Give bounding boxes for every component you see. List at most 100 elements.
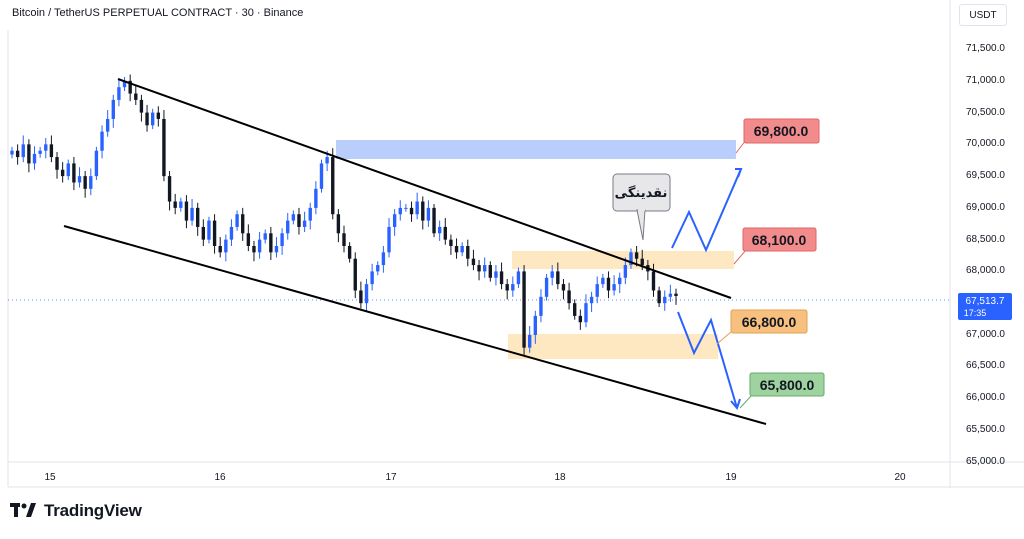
candle-body <box>302 220 307 227</box>
candle-body <box>460 246 464 253</box>
price-tick: 65,500.0 <box>966 424 1005 435</box>
price-tick: 69,500.0 <box>966 170 1005 181</box>
candle-body <box>342 233 346 246</box>
target-label-text: 66,800.0 <box>742 314 797 330</box>
candle-body <box>387 226 391 253</box>
channel-lower-line[interactable] <box>63 225 767 425</box>
price-tick: 65,000.0 <box>966 456 1005 467</box>
candle-body <box>331 157 335 215</box>
candle-body <box>156 112 160 119</box>
candle-body <box>49 144 54 158</box>
candle-body <box>196 207 200 227</box>
price-axis[interactable]: 71,500.0 71,000.0 70,500.0 70,000.0 69,5… <box>966 43 1005 467</box>
candle-body <box>601 277 605 285</box>
candle-body <box>241 214 245 234</box>
candle-body <box>27 144 31 164</box>
candle-body <box>415 201 419 215</box>
candle-body <box>32 153 37 164</box>
candle-body <box>246 233 251 246</box>
time-tick: 19 <box>725 472 737 483</box>
target-label-65800[interactable]: 65,800.0 <box>739 372 825 409</box>
current-price-badge[interactable]: 67,513.7 17:35 <box>958 293 1012 320</box>
demand-zone <box>508 334 718 359</box>
candle-body <box>443 226 447 240</box>
candle-body <box>134 93 138 100</box>
candle-body <box>184 201 189 221</box>
candle-body <box>522 271 526 348</box>
price-tick: 70,000.0 <box>966 138 1005 149</box>
candle-body <box>122 80 127 88</box>
time-tick: 16 <box>214 472 226 483</box>
candle-body <box>274 246 279 253</box>
candle-body <box>359 290 363 304</box>
candle-body <box>15 150 20 158</box>
candle-body <box>229 226 234 240</box>
candle-body <box>573 303 577 316</box>
candle-body <box>38 150 42 154</box>
candle-body <box>319 163 324 189</box>
bearish-projection-path[interactable] <box>677 311 738 409</box>
target-label-69800[interactable]: 69,800.0 <box>735 118 820 154</box>
candle-body <box>533 315 538 335</box>
candle-body <box>516 271 521 285</box>
candle-body <box>404 207 408 209</box>
candle-body <box>488 265 492 278</box>
candle-body <box>589 296 594 304</box>
candle-body <box>466 246 470 259</box>
candle-body <box>674 293 678 296</box>
candle-body <box>117 87 121 100</box>
tradingview-logo[interactable]: TradingView <box>10 501 142 521</box>
bullish-projection-path[interactable] <box>671 168 742 253</box>
candle-body <box>539 296 543 316</box>
symbol-title[interactable]: Bitcoin / TetherUS PERPETUAL CONTRACT · … <box>12 7 304 19</box>
current-price-value: 67,513.7 <box>966 296 1005 307</box>
tradingview-logo-icon <box>10 503 36 517</box>
candle-body <box>449 239 453 246</box>
target-label-text: 65,800.0 <box>760 377 815 393</box>
candle-body <box>528 334 532 348</box>
candle-body <box>207 220 211 240</box>
target-label-68100[interactable]: 68,100.0 <box>733 227 817 265</box>
candle-body <box>280 233 284 246</box>
channel-upper-line[interactable] <box>117 78 732 299</box>
candle-body <box>66 163 70 177</box>
price-tick: 66,000.0 <box>966 392 1005 403</box>
candle-body <box>201 226 206 240</box>
bearish-arrow-head <box>730 398 741 410</box>
candle-body <box>511 284 515 291</box>
candle-body <box>60 169 65 177</box>
candle-body <box>314 188 318 208</box>
candle-body <box>77 176 82 183</box>
time-tick: 17 <box>385 472 397 483</box>
candle-body <box>44 144 48 151</box>
price-tick: 71,500.0 <box>966 43 1005 54</box>
candle-body <box>612 284 616 291</box>
liquidity-label: نقدینگی <box>615 185 668 201</box>
candle-body <box>173 201 177 208</box>
time-axis[interactable]: 15 16 17 18 19 20 <box>44 472 906 483</box>
candle-body <box>89 176 93 189</box>
candle-body <box>437 226 442 234</box>
candle-body <box>392 214 397 227</box>
candle-body <box>550 271 554 278</box>
candle-body <box>162 118 166 177</box>
candle-body <box>595 284 599 297</box>
target-label-text: 68,100.0 <box>752 232 807 248</box>
target-label-66800[interactable]: 66,800.0 <box>716 309 808 345</box>
candle-body <box>105 118 110 132</box>
candle-body <box>426 207 431 221</box>
candle-body <box>606 277 611 291</box>
liquidity-callout[interactable]: نقدینگی <box>612 173 671 241</box>
time-tick: 15 <box>44 472 56 483</box>
candle-body <box>668 293 673 297</box>
candle-body <box>212 220 217 246</box>
candle-body <box>269 233 273 253</box>
candle-body <box>494 271 498 278</box>
currency-selector[interactable]: USDT <box>959 4 1007 26</box>
candle-body <box>308 207 312 221</box>
candle-body <box>150 112 155 126</box>
candle-body <box>145 112 149 126</box>
supply-zone <box>336 140 736 159</box>
candle-body <box>376 265 380 272</box>
